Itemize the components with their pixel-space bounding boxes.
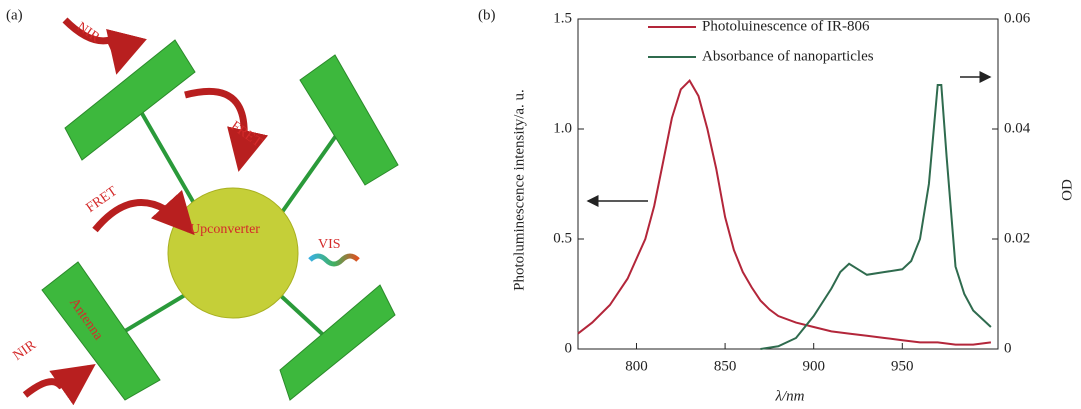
legend-label: Photoluinescence of IR-806 bbox=[702, 18, 870, 34]
arrows bbox=[22, 17, 269, 406]
y2-tick-label: 0.06 bbox=[1004, 10, 1031, 26]
x-tick-label: 850 bbox=[714, 358, 737, 374]
nir-label: NIR bbox=[11, 337, 40, 363]
y2-axis-label: OD bbox=[1059, 179, 1075, 201]
legend-label: Absorbance of nanoparticles bbox=[702, 48, 874, 64]
y-tick-label: 1.0 bbox=[553, 120, 572, 136]
y-tick-label: 0 bbox=[565, 340, 573, 356]
x-tick-label: 800 bbox=[625, 358, 648, 374]
series-line bbox=[577, 78, 992, 346]
y-tick-label: 1.5 bbox=[553, 10, 572, 26]
panel-b: (b) λ/nm Photoluminescence intensity/a. … bbox=[478, 7, 1075, 404]
x-tick-label: 950 bbox=[891, 358, 914, 374]
y2-tick-label: 0 bbox=[1004, 340, 1012, 356]
vis-label: VIS bbox=[318, 237, 341, 252]
upconverter-label: Upconverter bbox=[190, 222, 260, 237]
y-tick-label: 0.5 bbox=[553, 230, 572, 246]
plot-frame bbox=[577, 18, 999, 350]
y-axis-label: Photoluminescence intensity/a. u. bbox=[511, 89, 527, 291]
x-tick-label: 900 bbox=[802, 358, 825, 374]
y2-tick-label: 0.04 bbox=[1004, 120, 1031, 136]
x-axis-label: λ/nm bbox=[775, 388, 805, 404]
panel-a: (a) NIR FRET FRET Upconverter VIS Antenn… bbox=[6, 7, 399, 406]
panel-label: (b) bbox=[478, 7, 496, 23]
series-line bbox=[760, 84, 992, 350]
panel-label: (a) bbox=[6, 7, 23, 23]
upconverter bbox=[167, 187, 299, 319]
vis-wave bbox=[308, 253, 360, 267]
y2-tick-label: 0.02 bbox=[1004, 230, 1030, 246]
